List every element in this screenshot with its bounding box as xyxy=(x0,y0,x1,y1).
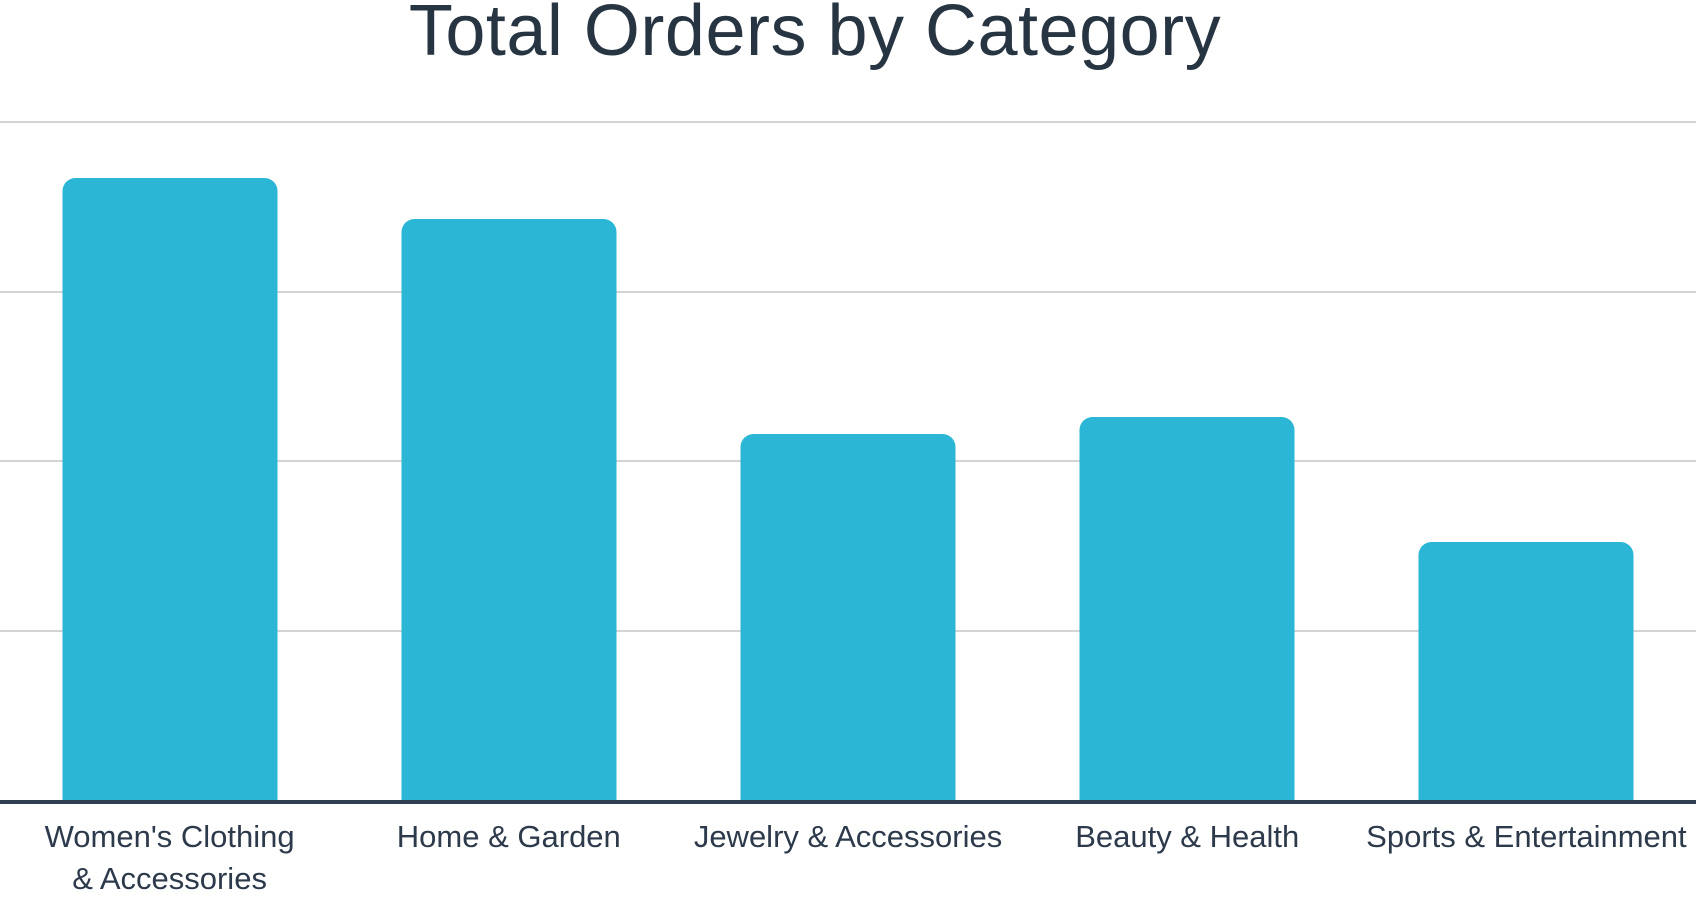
x-label-line: Jewelry & Accessories xyxy=(693,819,1003,854)
bar-home-garden xyxy=(401,218,617,800)
x-label-sports-entertainment: Sports & Entertainment xyxy=(1357,816,1696,900)
gridline xyxy=(0,121,1696,124)
bar-slot xyxy=(339,0,678,800)
x-label-line: & Accessories xyxy=(72,861,267,896)
x-label-line: Home & Garden xyxy=(396,819,621,854)
bar-slot xyxy=(1018,0,1357,800)
x-label-beauty-health: Beauty & Health xyxy=(1018,816,1357,900)
bar-slot xyxy=(1357,0,1696,800)
x-axis-labels: Women's Clothing & Accessories Home & Gard… xyxy=(0,816,1696,900)
chart-title: Total Orders by Category xyxy=(408,0,1222,71)
bar-slot xyxy=(678,0,1017,800)
x-label-jewelry-accessories: Jewelry & Accessories xyxy=(678,816,1017,900)
bar-slot xyxy=(0,0,339,800)
x-axis-line xyxy=(0,800,1696,804)
x-label-line: Beauty & Health xyxy=(1075,819,1300,854)
x-label-line: Sports & Entertainment xyxy=(1366,819,1687,854)
x-label-line: Women's Clothing xyxy=(44,819,295,854)
bar-women-s-clothing-accessories xyxy=(62,178,278,800)
gridline xyxy=(0,290,1696,293)
bar-beauty-health xyxy=(1079,417,1295,800)
bars-layer xyxy=(0,0,1696,800)
x-label-home-garden: Home & Garden xyxy=(339,816,678,900)
x-label-women-s-clothing-accessories: Women's Clothing & Accessories xyxy=(0,816,339,900)
bar-sports-entertainment xyxy=(1418,542,1634,800)
bar-jewelry-accessories xyxy=(740,434,956,800)
